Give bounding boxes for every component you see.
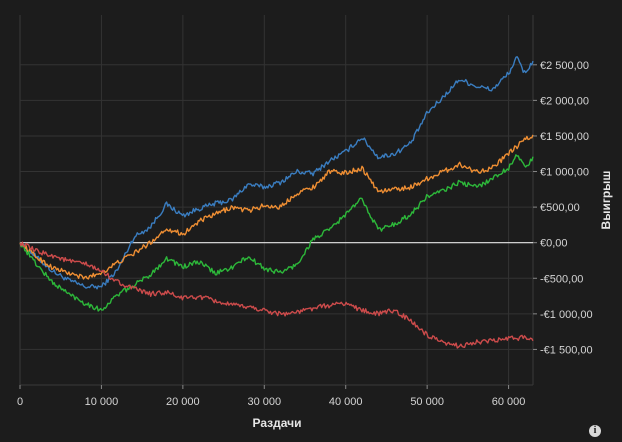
series-line-2 bbox=[19, 134, 534, 280]
x-tick-label: 60 000 bbox=[492, 396, 526, 408]
y-axis-title: Выигрыш bbox=[599, 171, 613, 230]
y-tick-label: €2 500,00 bbox=[540, 60, 589, 72]
series-line-1 bbox=[19, 56, 534, 290]
y-tick-label: -€1 500,00 bbox=[540, 344, 593, 356]
x-tick-label: 30 000 bbox=[247, 396, 281, 408]
x-tick-label: 20 000 bbox=[166, 396, 200, 408]
y-tick-label: -€1 000,00 bbox=[540, 309, 593, 321]
x-tick-label: 40 000 bbox=[329, 396, 363, 408]
series-layer bbox=[19, 56, 534, 349]
y-tick-label: €1 000,00 bbox=[540, 167, 589, 179]
x-tick-label: 10 000 bbox=[85, 396, 119, 408]
y-tick-label: €0,00 bbox=[540, 238, 568, 250]
x-tick-labels: 0 10 000 20 000 30 000 40 000 50 000 60 000 bbox=[17, 385, 525, 408]
grid bbox=[19, 15, 534, 386]
y-tick-label: -€500,00 bbox=[540, 273, 583, 285]
info-icon[interactable]: i bbox=[589, 425, 601, 437]
series-line-4 bbox=[19, 241, 534, 349]
x-tick-label: 50 000 bbox=[410, 396, 444, 408]
y-tick-label: €2 000,00 bbox=[540, 95, 589, 107]
series-line-3 bbox=[19, 154, 534, 312]
y-tick-label: €500,00 bbox=[540, 202, 580, 214]
y-tick-label: €1 500,00 bbox=[540, 131, 589, 143]
x-axis-title: Раздачи bbox=[253, 416, 302, 430]
y-tick-labels: -€1 500,00 -€1 000,00 -€500,00 €0,00 €500,00… bbox=[533, 60, 593, 356]
x-tick-label: 0 bbox=[17, 396, 23, 408]
